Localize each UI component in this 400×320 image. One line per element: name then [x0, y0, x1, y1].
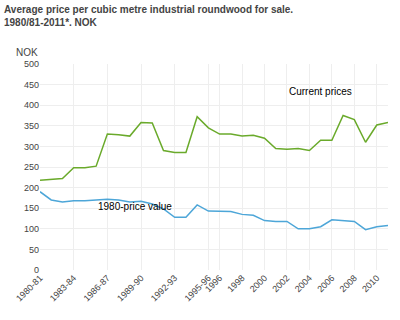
svg-text:250: 250: [24, 162, 39, 172]
svg-text:300: 300: [24, 142, 39, 152]
svg-text:2006: 2006: [315, 273, 336, 294]
svg-text:1996: 1996: [203, 273, 224, 294]
svg-text:350: 350: [24, 121, 39, 131]
svg-text:1980-price value: 1980-price value: [98, 201, 172, 212]
svg-text:50: 50: [29, 245, 39, 255]
svg-text:2002: 2002: [270, 273, 291, 294]
svg-text:1989-90: 1989-90: [115, 273, 145, 303]
svg-text:400: 400: [24, 100, 39, 110]
svg-text:Current prices: Current prices: [289, 86, 352, 97]
svg-text:1992-93: 1992-93: [149, 273, 179, 303]
svg-text:200: 200: [24, 183, 39, 193]
svg-text:1998: 1998: [225, 273, 246, 294]
svg-text:NOK: NOK: [16, 47, 38, 58]
svg-text:500: 500: [24, 59, 39, 69]
svg-text:450: 450: [24, 80, 39, 90]
svg-text:1986-87: 1986-87: [82, 273, 112, 303]
svg-text:1983-84: 1983-84: [48, 273, 78, 303]
svg-text:0: 0: [34, 265, 39, 275]
svg-text:1980-81: 1980-81: [14, 273, 44, 303]
svg-text:2010: 2010: [360, 273, 381, 294]
svg-text:2000: 2000: [248, 273, 269, 294]
svg-text:100: 100: [24, 224, 39, 234]
svg-text:2008: 2008: [338, 273, 359, 294]
svg-text:2004: 2004: [293, 273, 314, 294]
svg-text:Average price per cubic metre: Average price per cubic metre industrial…: [4, 4, 293, 28]
svg-text:1995-96: 1995-96: [183, 273, 213, 303]
svg-text:150: 150: [24, 203, 39, 213]
